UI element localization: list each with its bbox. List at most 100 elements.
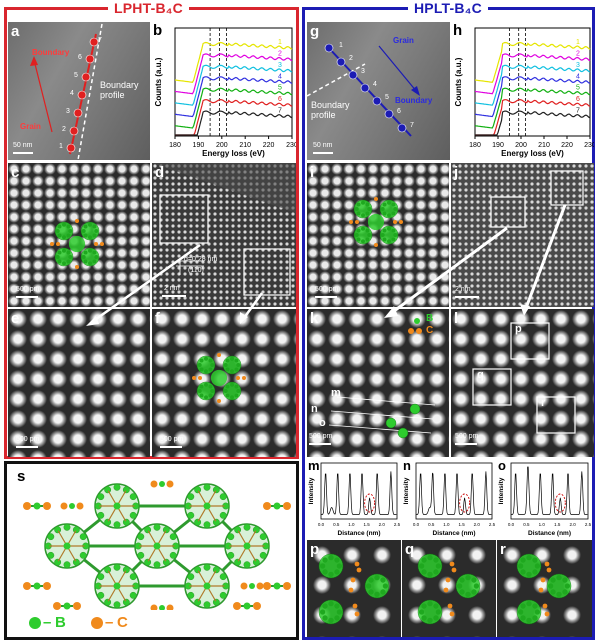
boron-atom: [122, 598, 130, 606]
boron-atom: [92, 250, 97, 255]
boron-atom: [212, 566, 220, 574]
boron-atom: [356, 202, 361, 207]
boron-atom: [234, 384, 239, 389]
boron-atom: [72, 558, 80, 566]
boron-atom: [433, 603, 439, 609]
x-tick-label: 230: [584, 142, 594, 149]
panel-k-scale-bar: [309, 443, 331, 445]
panel-i-scale-bar: [315, 296, 337, 298]
boron-atom: [368, 589, 374, 595]
boron-atom: [319, 609, 326, 615]
boron-atom: [520, 557, 526, 563]
panel-a-point-4: 4: [70, 90, 74, 97]
boron-atom: [328, 617, 334, 624]
series-line-1: [474, 41, 591, 83]
boron-atom: [199, 384, 204, 389]
carbon-atom: [236, 376, 240, 380]
boron-atom: [162, 526, 170, 534]
boron-atom: [361, 213, 365, 218]
x-tick-label: 0.5: [428, 522, 435, 527]
panel-c-scale-text: 500 pm: [16, 286, 40, 293]
boron-atom: [236, 363, 241, 367]
boron-atom: [356, 228, 361, 233]
boron-atom: [208, 358, 213, 363]
panel-n: n 0.0 0.5 1.0 1.5 2.0 2.5 Distance (nm) Intensi…: [402, 458, 496, 539]
x-axis-label: Distance (nm): [338, 530, 381, 537]
boron-atom: [122, 518, 130, 526]
boron-atom: [62, 222, 66, 227]
boron-atom: [55, 255, 60, 259]
carbon-atom: [544, 561, 550, 567]
x-tick-label: 0.0: [508, 522, 515, 527]
boron-atom: [137, 533, 145, 541]
x-tick-label: 2.5: [585, 522, 592, 527]
carbon-atom: [50, 242, 54, 246]
carbon-atom: [198, 376, 202, 380]
boron-atom: [526, 617, 532, 624]
boron-atom: [153, 523, 161, 531]
carbon-atom: [150, 604, 158, 610]
boron-atom: [230, 382, 234, 387]
boron-atom: [421, 615, 427, 621]
y-axis-label: Intensity: [308, 477, 315, 504]
x-tick-label: 0.0: [413, 522, 420, 527]
boron-atom: [526, 571, 532, 578]
panel-f-scale-text: 500 pm: [160, 436, 184, 443]
boron-atom: [234, 558, 242, 566]
plot-area: [510, 462, 589, 520]
boron-atom: [66, 259, 71, 264]
boron-atom: [354, 207, 359, 211]
y-axis-label: Counts (a.u.): [154, 57, 163, 106]
legend-c-dot: [91, 617, 103, 629]
boron-atom: [562, 577, 568, 583]
carbon-atom: [75, 265, 79, 269]
boron-atom: [225, 393, 230, 398]
carbon-atom: [352, 603, 358, 609]
boron-atom: [66, 224, 71, 229]
panel-g-scale-text: 50 nm: [313, 142, 333, 149]
boron-atom: [365, 237, 370, 242]
boron-atom: [33, 582, 41, 590]
legend-s: – B – C: [29, 614, 179, 632]
carbon-atom: [263, 502, 271, 510]
boron-atom: [328, 600, 334, 607]
boron-atom: [252, 558, 260, 566]
carbon-atom: [43, 502, 51, 510]
x-tick-label: 1.0: [348, 522, 355, 527]
boron-atom: [113, 502, 121, 510]
boron-atom: [212, 486, 220, 494]
boron-atom: [421, 569, 427, 575]
series-label-4: 4: [278, 73, 282, 80]
left-title: LPHT-B₄C: [108, 0, 189, 16]
boron-atom: [526, 554, 532, 561]
carbon-atom: [263, 582, 271, 590]
boron-atom: [69, 503, 75, 509]
boron-atom: [63, 523, 71, 531]
boron-atom: [465, 591, 471, 598]
boron-atom: [199, 393, 204, 398]
boron-atom: [336, 609, 343, 615]
boron-atom: [197, 389, 202, 393]
boron-atom: [236, 389, 241, 393]
boron-atom: [380, 207, 385, 211]
panel-d-overlay: [152, 163, 296, 296]
right-zoom-arrows: [0, 0, 600, 460]
boron-atom: [380, 233, 385, 237]
boron-atom: [393, 207, 398, 211]
series-line-2: [474, 53, 591, 95]
boron-atom: [225, 384, 230, 389]
boron-atom: [234, 526, 242, 534]
boron-atom: [520, 569, 526, 575]
boron-atom: [79, 551, 87, 559]
panel-k-b-legend: B: [426, 313, 434, 324]
carbon-atom: [355, 220, 359, 224]
boron-atom: [204, 369, 208, 374]
panel-k-line-m: m: [331, 387, 341, 399]
panel-r-overlay: [516, 553, 572, 625]
series-label-3: 3: [278, 62, 282, 69]
boron-atom: [328, 571, 334, 578]
carbon-atom: [43, 582, 51, 590]
carbon-atom: [240, 582, 248, 590]
panel-c-stem-image: c 500 pm: [8, 163, 150, 307]
carbon-atom: [217, 353, 221, 357]
